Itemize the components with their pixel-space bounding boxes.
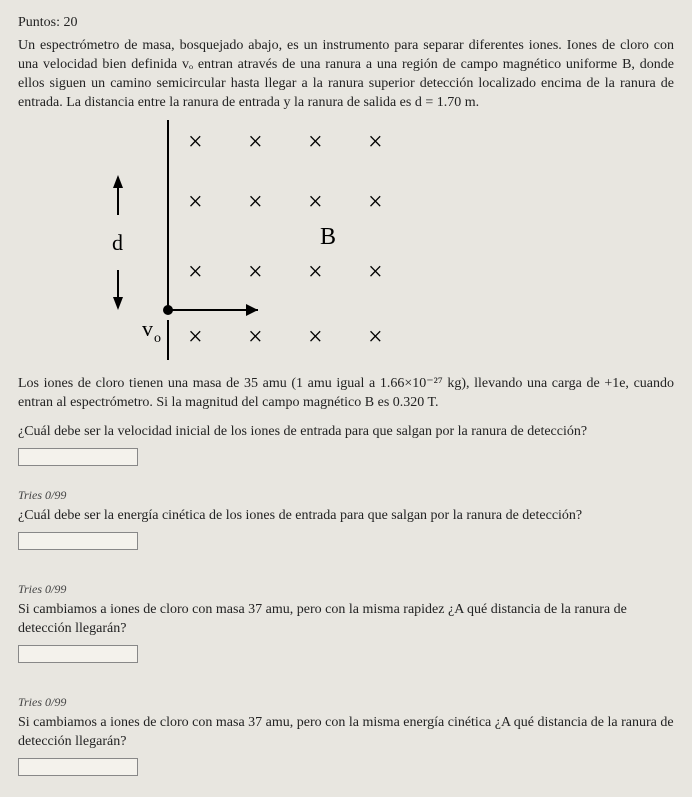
svg-text:×: × bbox=[368, 257, 383, 286]
svg-text:×: × bbox=[248, 187, 263, 216]
v0-sub: o bbox=[154, 331, 161, 346]
question-3: Si cambiamos a iones de cloro con masa 3… bbox=[18, 601, 674, 639]
spectrometer-diagram: v o d × × × × × × × × × × × × × × × × B bbox=[98, 120, 674, 367]
svg-text:×: × bbox=[188, 127, 203, 156]
tries-label-1: Tries 0/99 bbox=[18, 487, 674, 503]
question-4: Si cambiamos a iones de cloro con masa 3… bbox=[18, 714, 674, 752]
answer-input-3[interactable] bbox=[18, 645, 138, 663]
answer-input-1[interactable] bbox=[18, 448, 138, 466]
problem-parameters: Los iones de cloro tienen una masa de 35… bbox=[18, 375, 674, 413]
svg-text:×: × bbox=[248, 257, 263, 286]
svg-text:×: × bbox=[188, 187, 203, 216]
svg-text:×: × bbox=[248, 127, 263, 156]
svg-text:×: × bbox=[308, 187, 323, 216]
tries-label-3: Tries 0/99 bbox=[18, 694, 674, 710]
field-markers: × × × × × × × × × × × × × × × × bbox=[188, 127, 383, 351]
problem-statement: Un espectrómetro de masa, bosquejado aba… bbox=[18, 37, 674, 113]
v0-label: v bbox=[142, 316, 153, 341]
answer-input-2[interactable] bbox=[18, 532, 138, 550]
svg-text:×: × bbox=[308, 257, 323, 286]
svg-text:×: × bbox=[248, 322, 263, 351]
svg-text:×: × bbox=[368, 127, 383, 156]
svg-text:×: × bbox=[368, 187, 383, 216]
svg-text:×: × bbox=[308, 322, 323, 351]
answer-input-4[interactable] bbox=[18, 758, 138, 776]
svg-text:×: × bbox=[368, 322, 383, 351]
points-label: Puntos: 20 bbox=[18, 14, 674, 33]
svg-text:×: × bbox=[188, 322, 203, 351]
svg-text:×: × bbox=[308, 127, 323, 156]
tries-label-2: Tries 0/99 bbox=[18, 581, 674, 597]
d-label: d bbox=[112, 230, 123, 255]
b-label: B bbox=[320, 224, 336, 250]
question-2: ¿Cuál debe ser la energía cinética de lo… bbox=[18, 507, 674, 526]
question-1: ¿Cuál debe ser la velocidad inicial de l… bbox=[18, 423, 674, 442]
svg-text:×: × bbox=[188, 257, 203, 286]
